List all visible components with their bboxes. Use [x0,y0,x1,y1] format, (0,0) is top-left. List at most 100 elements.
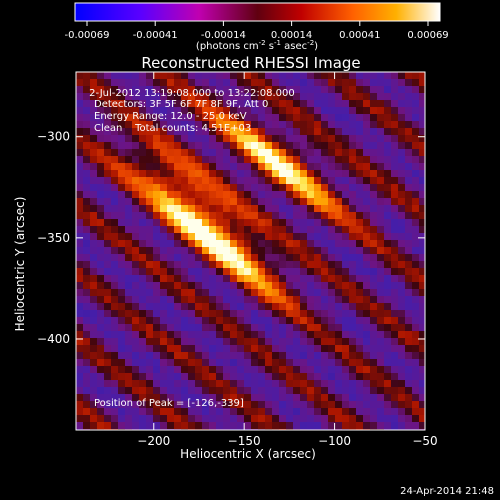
heatmap-cell [132,247,140,255]
heatmap-cell [314,282,322,290]
heatmap-cell [412,170,420,178]
heatmap-cell [118,72,126,80]
heatmap-cell [223,226,231,234]
heatmap-cell [342,93,350,101]
heatmap-cell [195,359,203,367]
heatmap-cell [111,226,119,234]
heatmap-cell [314,401,322,409]
heatmap-cell [160,191,168,199]
heatmap-cell [258,394,266,402]
heatmap-cell [230,156,238,164]
heatmap-cell [377,72,385,80]
heatmap-cell [272,205,280,213]
heatmap-cell [272,163,280,171]
heatmap-cell [293,226,301,234]
heatmap-cell [230,408,238,416]
heatmap-cell [398,163,406,171]
heatmap-cell [384,205,392,213]
heatmap-cell [328,219,336,227]
heatmap-cell [195,72,203,80]
heatmap-cell [258,296,266,304]
heatmap-cell [356,261,364,269]
heatmap-cell [132,79,140,87]
heatmap-cell [356,72,364,80]
heatmap-cell [258,198,266,206]
heatmap-cell [216,100,224,108]
heatmap-cell [104,107,112,115]
heatmap-cell [76,100,84,108]
heatmap-cell [384,149,392,157]
heatmap-cell [209,373,217,381]
heatmap-cell [139,268,147,276]
heatmap-cell [153,79,161,87]
heatmap-cell [398,254,406,262]
heatmap-cell [412,247,420,255]
heatmap-cell [370,359,378,367]
heatmap-cell [370,415,378,423]
heatmap-cell [209,387,217,395]
heatmap-cell [76,198,84,206]
heatmap-cell [195,121,203,129]
heatmap-cell [188,240,196,248]
heatmap-cell [363,170,371,178]
heatmap-cell [139,212,147,220]
heatmap-cell [286,247,294,255]
heatmap-cell [258,247,266,255]
heatmap-cell [153,177,161,185]
heatmap-cell [244,282,252,290]
heatmap-cell [174,100,182,108]
x-tick-label: −50 [412,434,437,448]
plot-frame [75,71,426,431]
heatmap-cell [146,282,154,290]
heatmap-cell [111,240,119,248]
heatmap-cell [209,121,217,129]
heatmap-cell [328,212,336,220]
heatmap-cell [118,240,126,248]
heatmap-cell [195,422,203,430]
heatmap-cell [90,86,98,94]
heatmap-cell [97,394,105,402]
heatmap-cell [412,191,420,199]
heatmap-cell [377,149,385,157]
heatmap-cell [279,359,287,367]
heatmap-cell [97,86,105,94]
heatmap-cell [314,345,322,353]
heatmap-cell [97,128,105,136]
heatmap-cell [244,324,252,332]
heatmap-cell [370,79,378,87]
heatmap-cell [76,317,84,325]
heatmap-cell [139,345,147,353]
heatmap-cell [174,135,182,143]
heatmap-cell [307,191,315,199]
heatmap-cell [160,296,168,304]
heatmap-cell [181,296,189,304]
heatmap-cell [132,121,140,129]
heatmap-cell [405,394,413,402]
heatmap-cell [265,142,273,150]
heatmap-cell [377,135,385,143]
heatmap-cell [335,149,343,157]
heatmap-cell [419,79,425,87]
heatmap-cell [363,247,371,255]
heatmap-cell [83,387,91,395]
heatmap-cell [118,107,126,115]
heatmap-cell [391,163,399,171]
heatmap-cell [321,170,329,178]
heatmap-cell [328,135,336,143]
heatmap-cell [244,331,252,339]
x-tick-label: −100 [318,434,351,448]
heatmap-cell [230,338,238,346]
heatmap-cell [377,128,385,136]
heatmap-cell [349,415,357,423]
heatmap-cell [342,422,350,430]
heatmap-cell [104,289,112,297]
heatmap-cell [160,254,168,262]
heatmap-cell [146,93,154,101]
heatmap-cell [356,226,364,234]
heatmap-cell [398,79,406,87]
heatmap-cell [174,408,182,416]
heatmap-cell [286,170,294,178]
heatmap-cell [83,79,91,87]
heatmap-cell [223,198,231,206]
heatmap-cell [139,387,147,395]
